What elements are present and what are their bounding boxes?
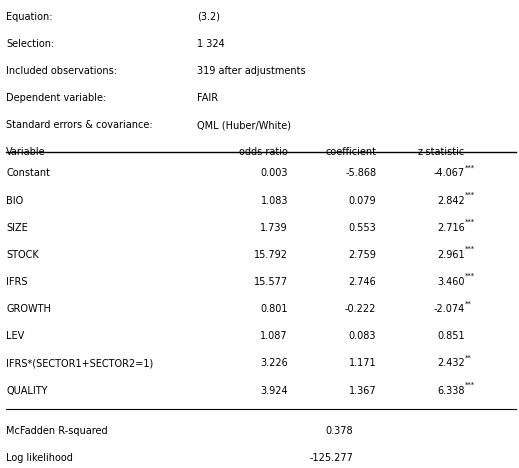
Text: 3.226: 3.226 — [261, 358, 288, 368]
Text: 6.338: 6.338 — [437, 386, 465, 395]
Text: Included observations:: Included observations: — [6, 66, 117, 76]
Text: -0.222: -0.222 — [345, 304, 376, 314]
Text: IFRS*(SECTOR1+SECTOR2=1): IFRS*(SECTOR1+SECTOR2=1) — [6, 358, 154, 368]
Text: 2.842: 2.842 — [437, 196, 465, 205]
Text: -4.067: -4.067 — [433, 168, 465, 178]
Text: 3.460: 3.460 — [437, 277, 465, 287]
Text: 1.739: 1.739 — [261, 223, 288, 233]
Text: 15.577: 15.577 — [254, 277, 288, 287]
Text: McFadden R-squared: McFadden R-squared — [6, 426, 108, 436]
Text: 0.079: 0.079 — [349, 196, 376, 205]
Text: STOCK: STOCK — [6, 250, 39, 260]
Text: **: ** — [465, 355, 471, 361]
Text: -5.868: -5.868 — [345, 168, 376, 178]
Text: 1.083: 1.083 — [261, 196, 288, 205]
Text: odds ratio: odds ratio — [239, 147, 288, 157]
Text: Equation:: Equation: — [6, 12, 53, 22]
Text: Log likelihood: Log likelihood — [6, 453, 73, 463]
Text: 0.851: 0.851 — [437, 331, 465, 341]
Text: 0.083: 0.083 — [349, 331, 376, 341]
Text: Constant: Constant — [6, 168, 50, 178]
Text: QML (Huber/White): QML (Huber/White) — [197, 120, 291, 130]
Text: 0.003: 0.003 — [261, 168, 288, 178]
Text: 2.716: 2.716 — [437, 223, 465, 233]
Text: 2.432: 2.432 — [437, 358, 465, 368]
Text: 1.171: 1.171 — [349, 358, 376, 368]
Text: Selection:: Selection: — [6, 39, 54, 49]
Text: ***: *** — [465, 382, 475, 388]
Text: ***: *** — [465, 219, 475, 225]
Text: 3.924: 3.924 — [261, 386, 288, 395]
Text: 1.367: 1.367 — [349, 386, 376, 395]
Text: z-statistic: z-statistic — [417, 147, 465, 157]
Text: ***: *** — [465, 273, 475, 279]
Text: IFRS: IFRS — [6, 277, 28, 287]
Text: 2.961: 2.961 — [437, 250, 465, 260]
Text: Variable: Variable — [6, 147, 46, 157]
Text: ***: *** — [465, 246, 475, 252]
Text: -125.277: -125.277 — [309, 453, 353, 463]
Text: QUALITY: QUALITY — [6, 386, 48, 395]
Text: 0.553: 0.553 — [349, 223, 376, 233]
Text: FAIR: FAIR — [197, 93, 218, 103]
Text: GROWTH: GROWTH — [6, 304, 51, 314]
Text: 2.759: 2.759 — [348, 250, 376, 260]
Text: -2.074: -2.074 — [433, 304, 465, 314]
Text: BIO: BIO — [6, 196, 23, 205]
Text: Standard errors & covariance:: Standard errors & covariance: — [6, 120, 153, 130]
Text: LEV: LEV — [6, 331, 24, 341]
Text: 1 324: 1 324 — [197, 39, 225, 49]
Text: ***: *** — [465, 192, 475, 198]
Text: **: ** — [465, 300, 471, 307]
Text: (3.2): (3.2) — [197, 12, 220, 22]
Text: 0.378: 0.378 — [325, 426, 353, 436]
Text: SIZE: SIZE — [6, 223, 28, 233]
Text: 2.746: 2.746 — [349, 277, 376, 287]
Text: coefficient: coefficient — [325, 147, 376, 157]
Text: 15.792: 15.792 — [254, 250, 288, 260]
Text: ***: *** — [465, 165, 475, 171]
Text: 319 after adjustments: 319 after adjustments — [197, 66, 306, 76]
Text: 1.087: 1.087 — [261, 331, 288, 341]
Text: Dependent variable:: Dependent variable: — [6, 93, 106, 103]
Text: 0.801: 0.801 — [261, 304, 288, 314]
